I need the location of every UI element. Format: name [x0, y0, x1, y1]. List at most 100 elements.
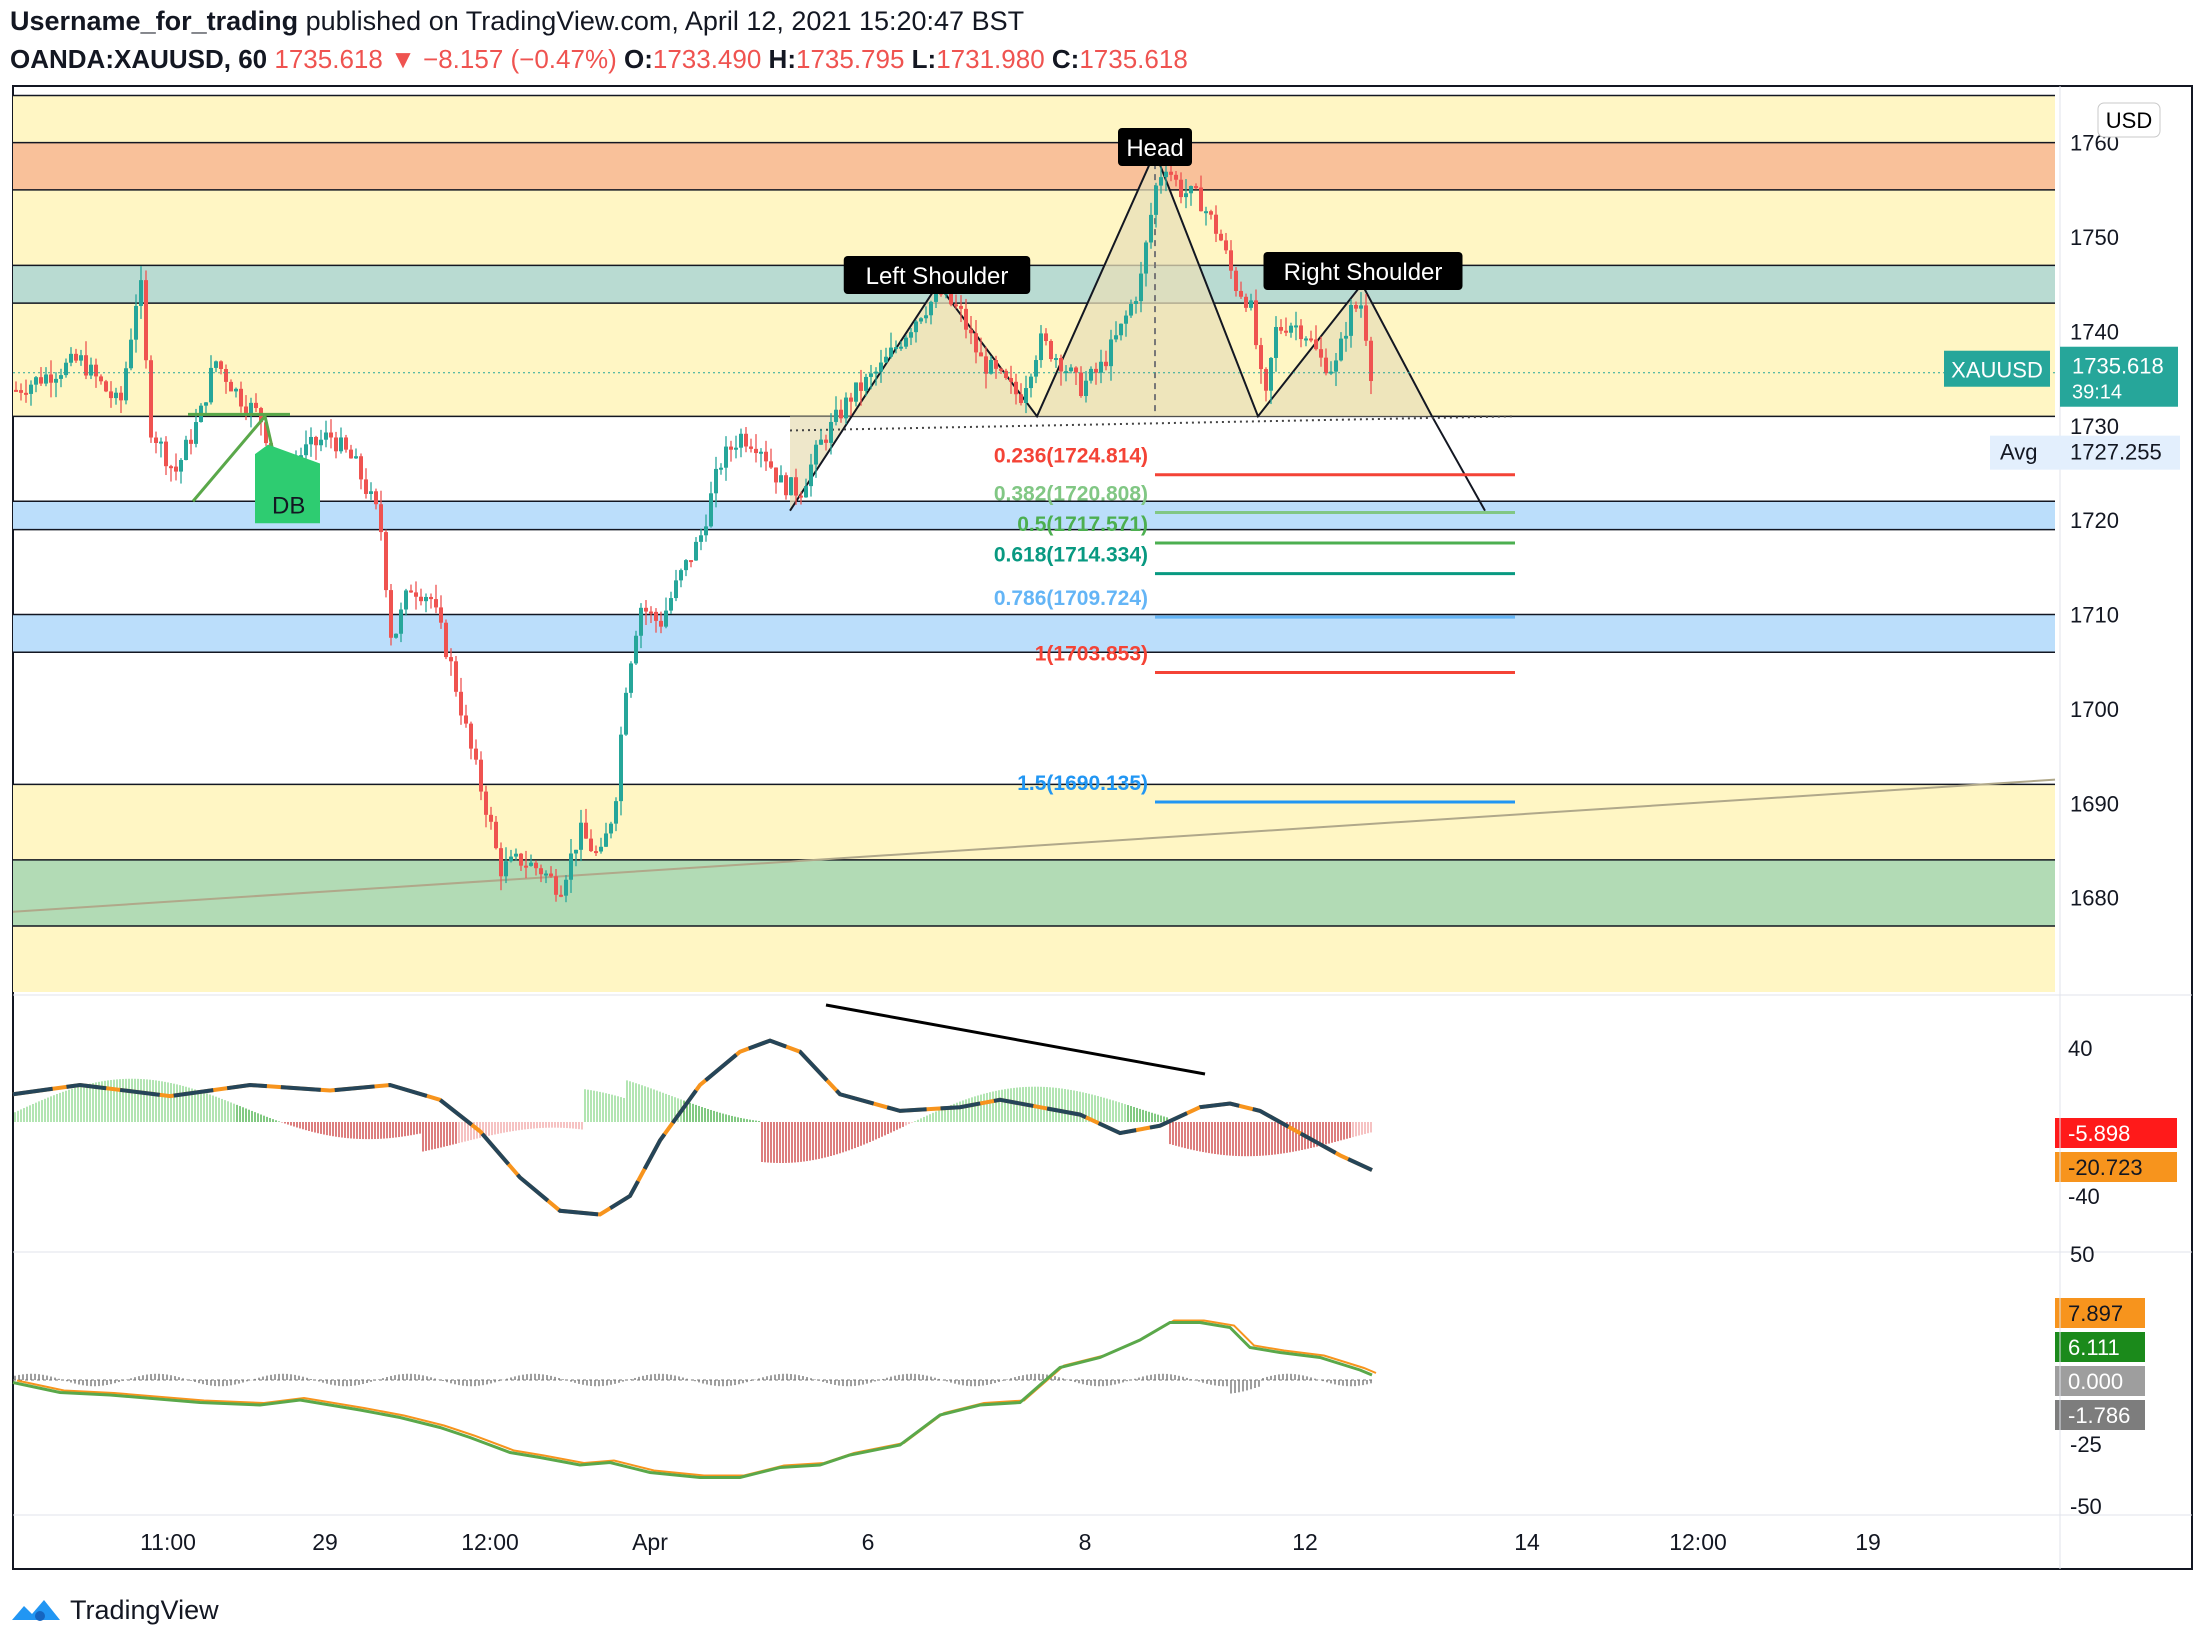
chart-canvas[interactable]: DB 0.236(1724.814) 0.382(1720.808) 0.5(171… — [0, 0, 2204, 1580]
double-bottom-pattern[interactable]: DB — [188, 412, 320, 524]
candle-body — [1129, 303, 1133, 316]
candle-body — [1109, 339, 1113, 367]
candle-body — [594, 851, 598, 854]
candle-body — [1174, 174, 1178, 180]
candle-body — [574, 849, 578, 854]
price-zone — [13, 189, 2055, 266]
time-axis[interactable]: 11:00 29 12:00 Apr 6 8 12 14 12:00 19 — [13, 1514, 2192, 1555]
candle-body — [454, 661, 458, 692]
candle-body — [1184, 193, 1188, 198]
price-tick-label: 1730 — [2070, 414, 2119, 439]
price-tick-label: 1700 — [2070, 697, 2119, 722]
footer: TradingView — [10, 1590, 219, 1630]
candle-body — [1159, 177, 1163, 186]
fib-level-label: 0.618(1714.334) — [994, 544, 1148, 567]
candle-body — [989, 360, 993, 374]
candle-body — [54, 378, 58, 383]
price-tick-label: 1720 — [2070, 508, 2119, 533]
candle-body — [919, 318, 923, 322]
avg-label: Avg — [2000, 440, 2038, 465]
candle-body — [149, 360, 153, 438]
candle-body — [1124, 315, 1128, 324]
candle-body — [304, 444, 308, 456]
candle-body — [1014, 381, 1018, 395]
fib-level-label: 0.786(1709.724) — [994, 587, 1148, 610]
candle-body — [49, 374, 53, 383]
candle-body — [1139, 273, 1143, 302]
price-tick-label: 1750 — [2070, 225, 2119, 250]
published-text: published on TradingView.com, April 12, … — [305, 6, 1025, 36]
candle-body — [399, 609, 403, 634]
candle-body — [889, 347, 893, 357]
candle-body — [509, 856, 513, 862]
symbol-price-label: XAUUSD — [1951, 358, 2043, 383]
price-zone — [13, 265, 2055, 304]
pattern-labels: Head Left Shoulder Right Shoulder — [843, 128, 1463, 294]
candle-body — [19, 390, 23, 393]
candle-body — [1054, 358, 1058, 361]
footer-brand[interactable]: TradingView — [70, 1594, 219, 1625]
time-tick-label: 29 — [312, 1529, 338, 1555]
candle-body — [684, 560, 688, 571]
time-tick-label: 12 — [1292, 1529, 1318, 1555]
candle-body — [539, 868, 543, 875]
candle-body — [34, 377, 38, 385]
candle-body — [79, 355, 83, 361]
candle-body — [1339, 338, 1343, 361]
candle-body — [1249, 300, 1253, 308]
candle-body — [219, 361, 223, 369]
candle-body — [254, 402, 258, 409]
candle-body — [639, 607, 643, 636]
candle-body — [1274, 327, 1278, 358]
candle-body — [924, 315, 928, 319]
candle-body — [964, 308, 968, 330]
candle-body — [954, 304, 958, 307]
candle-body — [1114, 335, 1118, 340]
candle-body — [659, 620, 663, 627]
candle-body — [719, 467, 723, 470]
trend-line[interactable] — [12, 778, 2056, 913]
candle-body — [229, 381, 233, 392]
tradingview-logo-icon[interactable] — [10, 1596, 62, 1624]
symbol-name[interactable]: OANDA:XAUUSD, 60 — [10, 44, 268, 74]
candle-body — [44, 374, 48, 384]
price-zone — [13, 501, 2055, 530]
candle-body — [794, 477, 798, 496]
candle-body — [64, 362, 68, 376]
avg-badge — [1990, 435, 2180, 470]
annotation-text: Head — [1126, 135, 1183, 162]
countdown-text: 39:14 — [2072, 382, 2122, 404]
candle-body — [884, 356, 888, 363]
oscillator-value-badge — [2055, 1298, 2145, 1328]
candle-body — [634, 635, 638, 664]
candle-body — [419, 596, 423, 602]
publisher-name[interactable]: Username_for_trading — [10, 6, 299, 36]
candle-body — [979, 352, 983, 357]
candle-body — [459, 691, 463, 716]
fib-extension[interactable]: 0.236(1724.814) 0.382(1720.808) 0.5(1717.5… — [994, 445, 1515, 804]
candle-body — [1269, 357, 1273, 391]
candle-body — [369, 491, 373, 494]
candle-body — [1219, 233, 1223, 241]
candle-body — [949, 290, 953, 305]
candle-body — [1189, 186, 1193, 194]
price-zone — [13, 303, 2055, 417]
candle-body — [644, 607, 648, 612]
price-axis[interactable]: 168016901700171017201730174017501760USDX… — [13, 86, 2180, 1569]
db-marker — [255, 444, 320, 524]
time-tick-label: 14 — [1514, 1529, 1540, 1555]
candle-body — [154, 437, 158, 443]
candle-body — [39, 377, 43, 384]
candle-body — [599, 846, 603, 852]
price-zone — [13, 142, 2055, 190]
candle-body — [799, 495, 803, 498]
candle-body — [1099, 361, 1103, 373]
price-zone — [13, 859, 2055, 926]
candle-body — [744, 433, 748, 447]
candle-body — [1259, 345, 1263, 370]
candle-body — [524, 865, 528, 868]
price-zone — [13, 614, 2055, 653]
ascending-trend-line — [12, 778, 2056, 913]
candle-body — [1214, 214, 1218, 234]
oscillator-value: -1.786 — [2068, 1403, 2130, 1428]
